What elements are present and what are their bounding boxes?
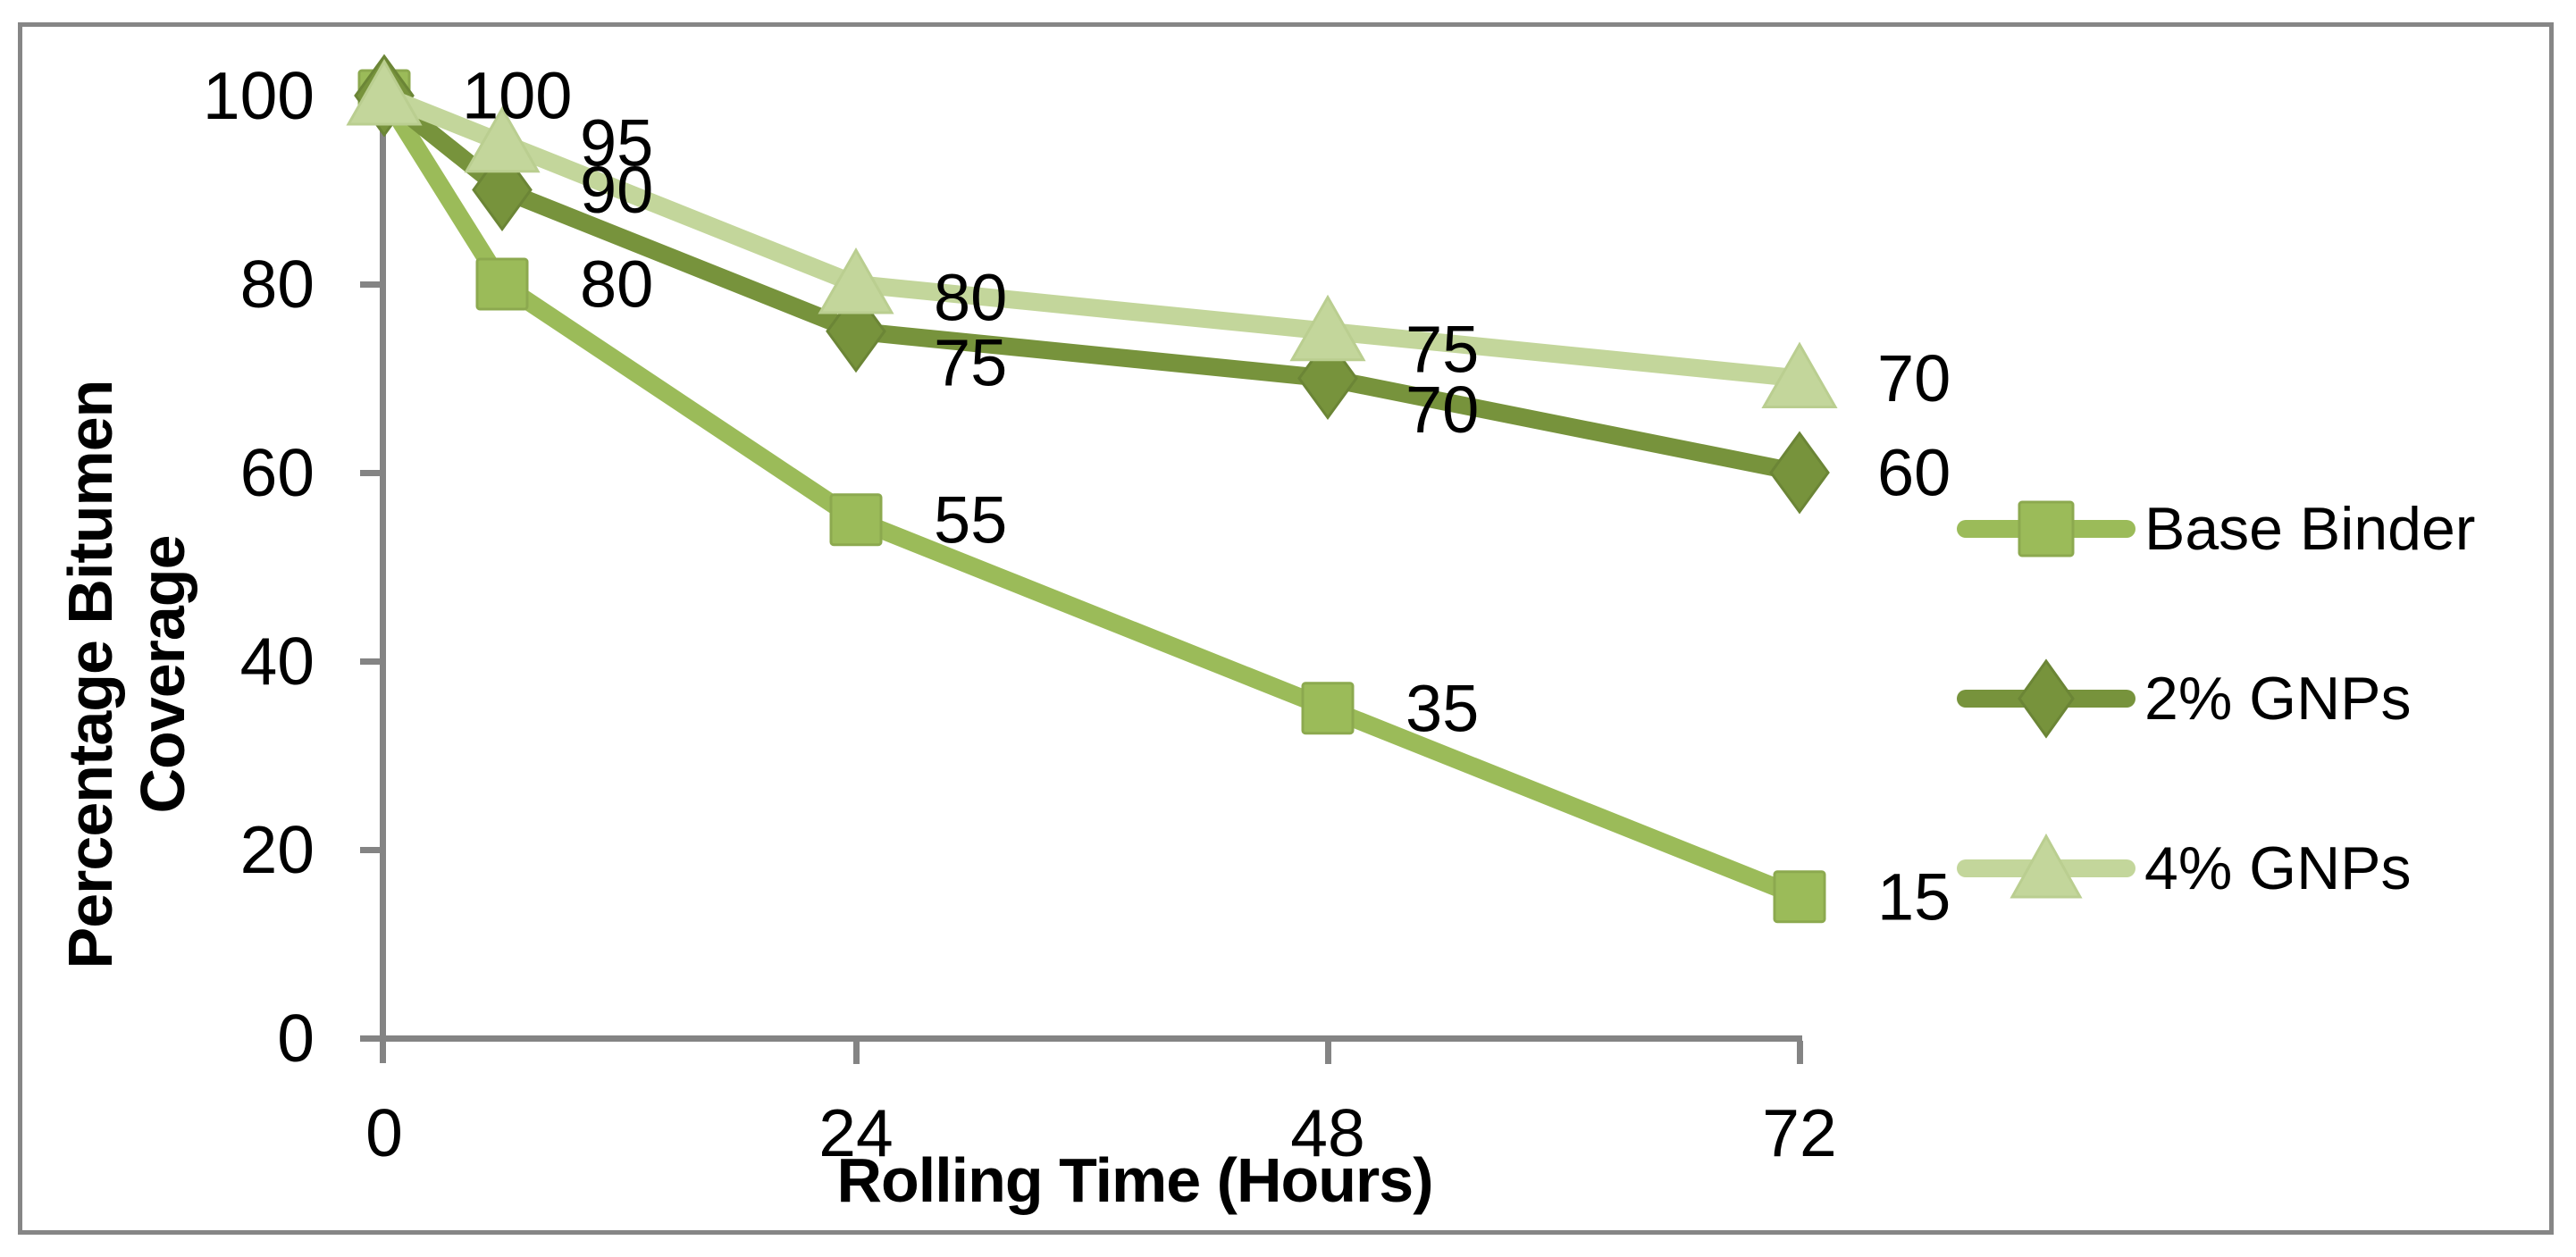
marker-diamond: [1769, 431, 1830, 515]
y-axis-tick: [360, 470, 380, 476]
marker-square: [1301, 682, 1355, 735]
legend-label: Base Binder: [2144, 495, 2476, 563]
legend-marker-diamond-icon: [1957, 658, 2135, 739]
legend-marker-square-icon: [1957, 500, 2135, 557]
legend-marker-diamond: [2018, 658, 2075, 739]
y-axis-tick: [360, 1035, 380, 1042]
data-label: 15: [1877, 859, 1951, 934]
data-label: 70: [1877, 341, 1951, 415]
x-axis-title: Rolling Time (Hours): [836, 1145, 1433, 1215]
x-axis-tick: [1325, 1041, 1331, 1064]
legend-label: 2% GNPs: [2144, 665, 2412, 733]
legend-item-2-gnps: 2% GNPs: [1957, 654, 2412, 743]
x-axis-line: [380, 1035, 1802, 1042]
marker-square: [1773, 870, 1826, 924]
y-axis-tick: [360, 658, 380, 665]
marker-triangle: [1761, 341, 1838, 408]
x-axis-tick: [1797, 1041, 1803, 1064]
marker-triangle: [1289, 294, 1366, 362]
data-label: 75: [1405, 312, 1479, 386]
data-label: 95: [580, 105, 653, 180]
x-tick-label: 24: [818, 1095, 893, 1170]
legend-marker-triangle: [2010, 833, 2083, 899]
y-tick-label: 60: [240, 435, 315, 510]
data-label: 70: [1405, 373, 1479, 447]
y-tick-label: 20: [240, 812, 315, 887]
data-label: 90: [580, 153, 653, 227]
marker-square: [475, 257, 529, 311]
y-axis-title-line1: Percentage Bitumen: [55, 380, 125, 969]
y-tick-label: 80: [240, 247, 315, 322]
y-axis-line: [380, 87, 386, 1063]
y-axis-tick: [360, 281, 380, 288]
marker-triangle: [818, 247, 894, 314]
data-label: 80: [580, 247, 653, 322]
x-tick-label: 48: [1290, 1095, 1364, 1170]
marker-triangle: [346, 58, 423, 126]
chart-border: [18, 22, 2554, 1235]
y-axis-title-line2: Coverage: [128, 535, 197, 814]
y-axis-title: Percentage Bitumen Coverage: [55, 381, 199, 969]
legend-item-base-binder: Base Binder: [1957, 484, 2475, 574]
y-axis-tick: [360, 847, 380, 853]
marker-square: [829, 493, 883, 547]
y-tick-label: 40: [240, 624, 315, 699]
y-tick-label: 100: [203, 58, 315, 133]
data-label: 75: [934, 325, 1007, 399]
data-label: 55: [934, 482, 1007, 557]
data-label: 80: [934, 261, 1007, 335]
data-label: 60: [1877, 436, 1951, 510]
data-label: 35: [1405, 671, 1479, 745]
marker-triangle: [464, 105, 541, 173]
x-tick-label: 72: [1762, 1095, 1836, 1170]
legend-item-4-gnps: 4% GNPs: [1957, 824, 2412, 913]
x-axis-tick: [853, 1041, 860, 1064]
legend-marker-triangle-icon: [1957, 833, 2135, 899]
x-tick-label: 0: [365, 1095, 403, 1170]
y-tick-label: 0: [277, 1001, 315, 1076]
data-label: 100: [462, 59, 572, 133]
legend-marker-square: [2018, 500, 2075, 557]
legend-label: 4% GNPs: [2144, 834, 2412, 902]
